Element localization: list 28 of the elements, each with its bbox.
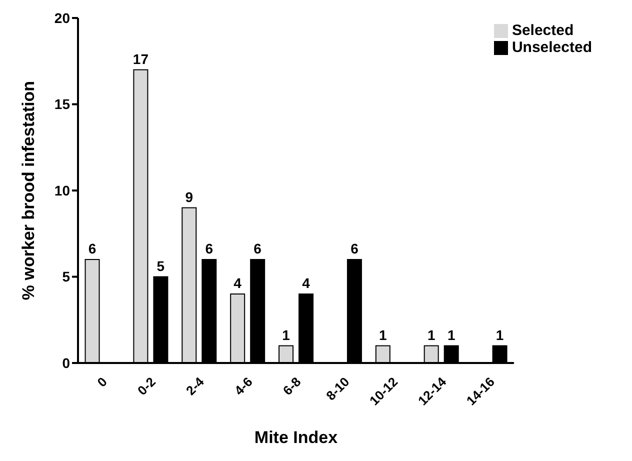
y-tick-label: 20 — [54, 10, 70, 26]
data-label: 4 — [234, 275, 242, 291]
data-label: 6 — [350, 240, 359, 256]
data-label: 6 — [88, 240, 96, 256]
data-label: 17 — [132, 50, 149, 67]
x-tick-label: 4-6 — [231, 374, 256, 398]
y-axis-title: % worker brood infestation — [19, 80, 38, 300]
legend-label: Selected — [512, 22, 574, 39]
x-tick-label: 0 — [94, 374, 110, 390]
data-label: 4 — [302, 275, 310, 291]
y-tick-label: 5 — [62, 268, 70, 285]
y-tick-label: 15 — [54, 96, 70, 112]
legend-label: Unselected — [512, 39, 592, 56]
x-axis-title: Mite Index — [254, 428, 338, 447]
data-label: 1 — [282, 326, 290, 343]
data-label: 1 — [496, 326, 504, 343]
x-tick-label: 0-2 — [134, 374, 158, 398]
y-tick-label: 0 — [62, 354, 70, 371]
x-tick-label: 2-4 — [182, 374, 208, 398]
x-tick-label: 6-8 — [280, 374, 304, 398]
data-label: 1 — [427, 326, 436, 343]
data-label: 1 — [379, 326, 388, 343]
data-label: 6 — [254, 240, 262, 256]
data-label: 9 — [185, 188, 194, 205]
data-label: 1 — [447, 326, 456, 343]
data-label: 5 — [156, 258, 165, 274]
y-tick-label: 10 — [54, 182, 70, 198]
data-label: 6 — [205, 240, 214, 256]
